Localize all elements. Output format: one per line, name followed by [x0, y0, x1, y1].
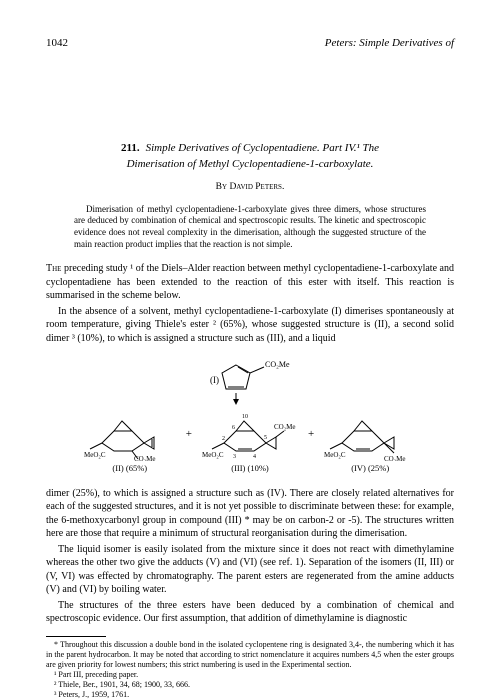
- products-row: MeO₂C CO₂Me (II) (65%) + MeO₂C CO₂Me 10 …: [46, 409, 454, 474]
- svg-text:6: 6: [232, 425, 235, 431]
- reaction-scheme: CO₂Me (I) MeO₂C CO₂Me (II) (65%) +: [46, 355, 454, 474]
- label-IV: (IV) (25%): [324, 463, 416, 474]
- plus-sign: +: [186, 427, 192, 458]
- structure-label-I: (I): [210, 375, 219, 385]
- footnote-star: * Throughout this discussion a double bo…: [46, 640, 454, 670]
- body-paragraph-1: The preceding study ¹ of the Diels–Alder…: [46, 262, 454, 303]
- structure-reagent: CO₂Me (I): [46, 355, 454, 405]
- page-number: 1042: [46, 36, 68, 51]
- svg-text:CO₂Me: CO₂Me: [384, 455, 406, 461]
- footnote-ref-3: ³ Peters, J., 1959, 1761.: [46, 690, 454, 700]
- label-III: (III) (10%): [202, 463, 298, 474]
- lead-word: The: [46, 263, 61, 274]
- cyclopentadiene-icon: CO₂Me (I): [210, 355, 290, 405]
- article-title: 211. Simple Derivatives of Cyclopentadien…: [46, 141, 454, 173]
- author-byline: By David Peters.: [46, 181, 454, 194]
- svg-text:4: 4: [253, 454, 256, 460]
- page-header: 1042 Peters: Simple Derivatives of: [46, 36, 454, 51]
- bicycle-IV-icon: MeO₂C CO₂Me: [324, 409, 416, 461]
- abstract: Dimerisation of methyl cyclopentadiene-1…: [74, 204, 426, 251]
- body-paragraph-4: The liquid isomer is easily isolated fro…: [46, 543, 454, 597]
- plus-sign: +: [308, 427, 314, 458]
- svg-text:10: 10: [242, 414, 248, 420]
- body-p1-text: preceding study ¹ of the Diels–Alder rea…: [46, 263, 454, 301]
- body-paragraph-2: In the absence of a solvent, methyl cycl…: [46, 305, 454, 346]
- svg-text:5: 5: [264, 435, 267, 441]
- co2me-label: CO₂Me: [265, 360, 290, 369]
- svg-text:MeO₂C: MeO₂C: [324, 451, 346, 459]
- svg-text:MeO₂C: MeO₂C: [202, 451, 224, 459]
- footnote-ref-1: ¹ Part III, preceding paper.: [46, 670, 454, 680]
- structure-IV: MeO₂C CO₂Me (IV) (25%): [324, 409, 416, 474]
- title-line-1: Simple Derivatives of Cyclopentadiene. P…: [146, 142, 379, 154]
- title-line-2: Dimerisation of Methyl Cyclopentadiene-1…: [127, 158, 374, 170]
- title-number: 211.: [121, 142, 140, 154]
- svg-text:CO₂Me: CO₂Me: [134, 455, 156, 461]
- structure-II: MeO₂C CO₂Me (II) (65%): [84, 409, 176, 474]
- running-head: Peters: Simple Derivatives of: [325, 36, 454, 51]
- body-paragraph-5: The structures of the three esters have …: [46, 599, 454, 626]
- body-paragraph-3: dimer (25%), to which is assigned a stru…: [46, 487, 454, 541]
- bicycle-III-icon: MeO₂C CO₂Me 10 6 2 3 4 5: [202, 409, 298, 461]
- svg-text:3: 3: [233, 454, 236, 460]
- svg-text:CO₂Me: CO₂Me: [274, 423, 296, 431]
- abstract-paragraph: Dimerisation of methyl cyclopentadiene-1…: [74, 204, 426, 251]
- label-II: (II) (65%): [84, 463, 176, 474]
- svg-text:MeO₂C: MeO₂C: [84, 451, 106, 459]
- structure-III: MeO₂C CO₂Me 10 6 2 3 4 5 (III) (10%): [202, 409, 298, 474]
- footnote-ref-2: ² Thiele, Ber., 1901, 34, 68; 1900, 33, …: [46, 680, 454, 690]
- svg-text:2: 2: [222, 436, 225, 442]
- bicycle-II-icon: MeO₂C CO₂Me: [84, 409, 176, 461]
- footnote-separator: [46, 636, 106, 637]
